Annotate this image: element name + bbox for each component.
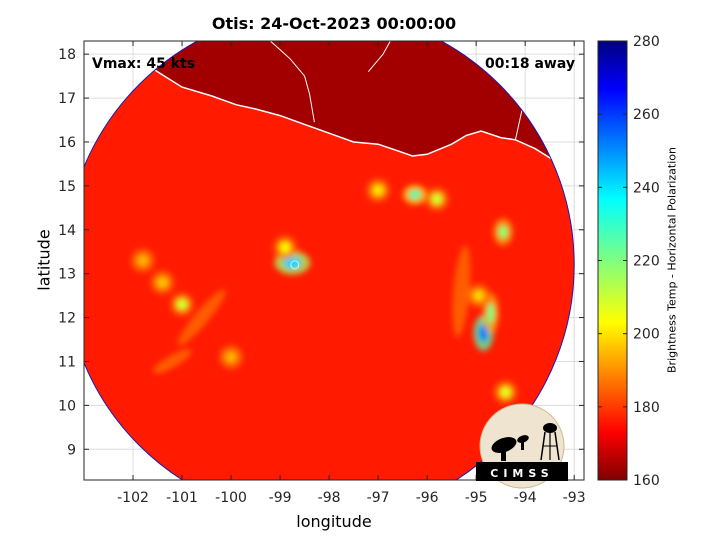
colorbar-tick-label: 220 (633, 254, 660, 270)
y-tick-label: 12 (58, 311, 76, 327)
water-tower-icon (540, 423, 560, 461)
convection-core (486, 303, 495, 324)
x-axis-label: longitude (296, 512, 372, 531)
colorbar-gradient (597, 40, 628, 481)
convection-core (498, 224, 509, 239)
convection-features (130, 178, 518, 405)
convection-core (278, 241, 291, 254)
colorbar-ticks: 160 180 200 220 240 260 280 (598, 34, 660, 489)
convection-core (472, 289, 485, 302)
convection-core (283, 256, 302, 269)
convection-core (372, 184, 385, 197)
logo-text: CIMSS (490, 467, 553, 480)
colorbar: 160 180 200 220 240 260 280 (597, 34, 660, 489)
convection-core (176, 298, 189, 311)
y-tick-label: 16 (58, 135, 76, 151)
y-tick-label: 11 (58, 354, 76, 370)
colorbar-tick-label: 200 (633, 327, 660, 343)
time-away-annotation: 00:18 away (485, 56, 575, 72)
colorbar-tick-label: 280 (633, 34, 660, 50)
vmax-annotation: Vmax: 45 kts (92, 56, 195, 72)
satellite-swath (84, 41, 575, 480)
x-tick-label: -102 (117, 490, 149, 506)
colorbar-tick-label: 160 (633, 473, 660, 489)
y-tick-label: 18 (58, 47, 76, 63)
rain-band (152, 349, 192, 374)
x-tick-label: -94 (514, 490, 537, 506)
convection-core (430, 193, 443, 206)
convection-core (156, 276, 169, 289)
y-axis-label: latitude (34, 229, 54, 291)
cimss-logo: CIMSS (476, 403, 568, 489)
x-tick-label: -95 (465, 490, 488, 506)
x-tick-label: -97 (367, 490, 390, 506)
x-tick-label: -96 (416, 490, 439, 506)
storm-center-ring (290, 260, 300, 270)
storm-center-marker (290, 260, 300, 270)
colorbar-label: Brightness Temp - Horizontal Polarizatio… (665, 147, 679, 373)
x-tick-label: -98 (318, 490, 341, 506)
convection-core (225, 351, 238, 364)
convection-core (499, 386, 512, 399)
rain-band (452, 245, 471, 338)
rain-band (177, 289, 226, 346)
x-axis-ticks: -102 -101 -100 -99 -98 -97 -96 -95 -94 -93 (117, 41, 586, 506)
convection-core (136, 254, 149, 267)
satellite-dish-icon (491, 435, 529, 461)
convection-core (408, 189, 421, 200)
colorbar-tick-label: 240 (633, 180, 660, 196)
axes-frame (83, 40, 585, 481)
y-tick-label: 10 (58, 398, 76, 414)
colorbar-tick-label: 260 (633, 107, 660, 123)
colorbar-tick-label: 180 (633, 400, 660, 416)
y-tick-label: 15 (58, 179, 76, 195)
y-tick-label: 14 (58, 223, 76, 239)
x-tick-label: -101 (166, 490, 198, 506)
y-tick-label: 9 (67, 442, 76, 458)
land-region (84, 41, 575, 182)
x-tick-label: -100 (215, 490, 247, 506)
x-tick-label: -99 (269, 490, 292, 506)
y-tick-label: 17 (58, 91, 76, 107)
y-tick-label: 13 (58, 267, 76, 283)
figure-title: Otis: 24-Oct-2023 00:00:00 (211, 14, 457, 33)
coastline (84, 41, 575, 183)
x-tick-label: -93 (563, 490, 586, 506)
swath-edge (84, 41, 575, 480)
y-axis-ticks: 9 10 11 12 13 14 15 16 17 18 (58, 47, 584, 458)
